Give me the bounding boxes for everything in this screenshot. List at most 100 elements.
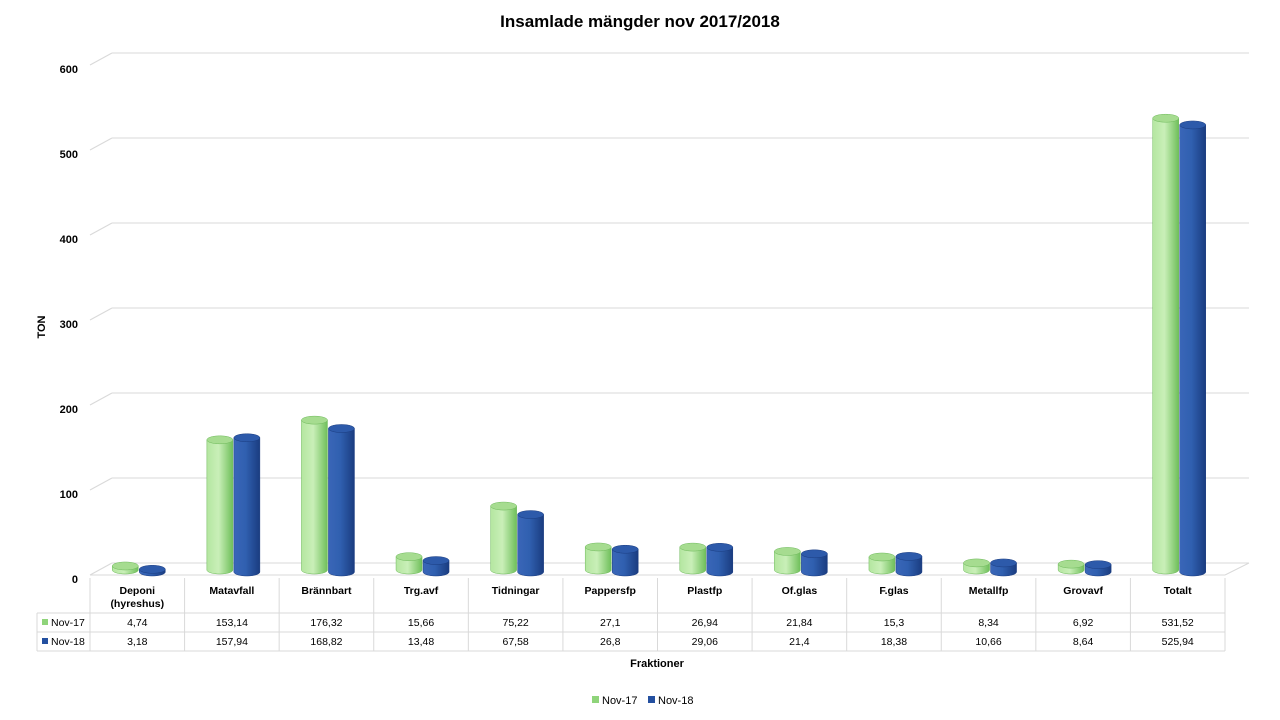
bar-top-nov-18 bbox=[611, 544, 639, 554]
series-key bbox=[42, 619, 48, 625]
bar-nov-17 bbox=[395, 556, 423, 575]
bar-top-nov-18 bbox=[990, 558, 1017, 568]
series-key bbox=[42, 638, 48, 644]
category-label: Metallfp bbox=[969, 585, 1009, 597]
y-tick-label: 100 bbox=[60, 489, 78, 501]
bar-top-nov-18 bbox=[706, 543, 734, 552]
data-label: 153,14 bbox=[216, 617, 248, 629]
bar-top-nov-17 bbox=[584, 542, 612, 552]
bar-top-nov-17 bbox=[1152, 113, 1179, 123]
bar-top-nov-18 bbox=[422, 556, 450, 565]
category-label: Brännbart bbox=[301, 585, 352, 597]
bar-nov-17 bbox=[774, 551, 801, 575]
data-label: 26,8 bbox=[600, 636, 621, 648]
category-label: Of.glas bbox=[782, 585, 818, 597]
data-label: 176,32 bbox=[310, 617, 342, 629]
gridline bbox=[89, 222, 113, 236]
bar-nov-18 bbox=[801, 553, 828, 577]
bar-nov-17 bbox=[868, 556, 896, 575]
category-label: Totalt bbox=[1164, 585, 1192, 597]
y-tick-label: 600 bbox=[60, 64, 78, 76]
data-label: 3,18 bbox=[127, 636, 148, 648]
y-tick-label: 500 bbox=[60, 149, 78, 161]
bar-top-nov-18 bbox=[233, 433, 261, 443]
data-label: 75,22 bbox=[502, 617, 528, 629]
y-tick-label: 400 bbox=[60, 234, 78, 246]
data-label: 27,1 bbox=[600, 617, 621, 629]
category-label: Tidningar bbox=[492, 585, 540, 597]
category-label: Trg.avf bbox=[404, 585, 439, 597]
bar-top-nov-17 bbox=[112, 561, 139, 571]
legend-label: Nov-17 bbox=[602, 695, 637, 707]
data-label: 531,52 bbox=[1162, 617, 1194, 629]
y-tick-label: 300 bbox=[60, 319, 78, 331]
bar-nov-17 bbox=[584, 546, 612, 575]
bars bbox=[112, 113, 1206, 577]
category-label: Pappersfp bbox=[585, 585, 636, 597]
data-label: 6,92 bbox=[1073, 617, 1094, 629]
bar-top-nov-17 bbox=[868, 552, 896, 562]
bar-nov-17 bbox=[1152, 117, 1179, 575]
bar-top-nov-17 bbox=[395, 552, 423, 561]
series-name: Nov-17 bbox=[51, 617, 85, 629]
data-label: 8,64 bbox=[1073, 636, 1094, 648]
bar-top-nov-17 bbox=[963, 558, 990, 568]
category-label: Grovavf bbox=[1063, 585, 1103, 597]
data-label: 26,94 bbox=[692, 617, 718, 629]
bar-top-nov-18 bbox=[139, 565, 166, 574]
data-label: 10,66 bbox=[975, 636, 1001, 648]
legend-swatch bbox=[592, 696, 599, 703]
bar-top-nov-17 bbox=[206, 435, 234, 445]
chart-title: Insamlade mängder nov 2017/2018 bbox=[500, 12, 780, 31]
bar-top-nov-17 bbox=[1057, 559, 1085, 569]
category-label: Plastfp bbox=[687, 585, 722, 597]
bar-top-nov-17 bbox=[490, 501, 517, 511]
bar-nov-18 bbox=[895, 556, 923, 577]
data-label: 21,84 bbox=[786, 617, 812, 629]
gridline bbox=[89, 307, 113, 321]
bar-top-nov-17 bbox=[679, 542, 707, 552]
data-label: 4,74 bbox=[127, 617, 148, 629]
data-label: 67,58 bbox=[502, 636, 528, 648]
data-label: 15,3 bbox=[884, 617, 905, 629]
bar-top-nov-17 bbox=[774, 547, 801, 556]
bar-nov-17 bbox=[206, 439, 234, 575]
data-label: 8,34 bbox=[978, 617, 999, 629]
category-label: F.glas bbox=[879, 585, 908, 597]
legend-swatch bbox=[648, 696, 655, 703]
floor-edge bbox=[1224, 562, 1250, 576]
legend-label: Nov-18 bbox=[658, 695, 693, 707]
bar-nov-18 bbox=[233, 437, 261, 577]
y-tick-label: 200 bbox=[60, 404, 78, 416]
bar-nov-18 bbox=[1179, 124, 1206, 577]
bar-top-nov-18 bbox=[328, 424, 355, 433]
gridline bbox=[89, 392, 113, 406]
bar-nov-17 bbox=[301, 419, 328, 575]
bar-top-nov-18 bbox=[1084, 560, 1112, 569]
x-axis-label: Fraktioner bbox=[630, 658, 685, 670]
bar-nov-18 bbox=[706, 547, 734, 577]
category-label: Deponi bbox=[119, 585, 155, 597]
gridline bbox=[89, 477, 113, 491]
gridline bbox=[89, 52, 113, 66]
y-axis-label: TON bbox=[36, 315, 48, 338]
bar-nov-17 bbox=[679, 546, 707, 575]
series-name: Nov-18 bbox=[51, 636, 85, 648]
data-table: Deponi(hyreshus) Matavfall Brännbart Trg.av… bbox=[36, 578, 1226, 652]
bar-nov-18 bbox=[328, 428, 355, 577]
y-tick-label: 0 bbox=[72, 574, 78, 586]
bar-top-nov-18 bbox=[1179, 120, 1206, 130]
data-label: 13,48 bbox=[408, 636, 434, 648]
bar-top-nov-18 bbox=[801, 549, 828, 559]
bar-nov-17 bbox=[490, 505, 517, 575]
bar-nov-18 bbox=[611, 548, 639, 577]
gridline bbox=[89, 562, 113, 576]
category-label: Matavfall bbox=[209, 585, 254, 597]
bar-nov-18 bbox=[517, 514, 544, 577]
data-label: 18,38 bbox=[881, 636, 907, 648]
data-label: 21,4 bbox=[789, 636, 810, 648]
legend: Nov-17 Nov-18 bbox=[592, 695, 693, 707]
data-label: 29,06 bbox=[692, 636, 718, 648]
bar-top-nov-18 bbox=[517, 510, 544, 519]
